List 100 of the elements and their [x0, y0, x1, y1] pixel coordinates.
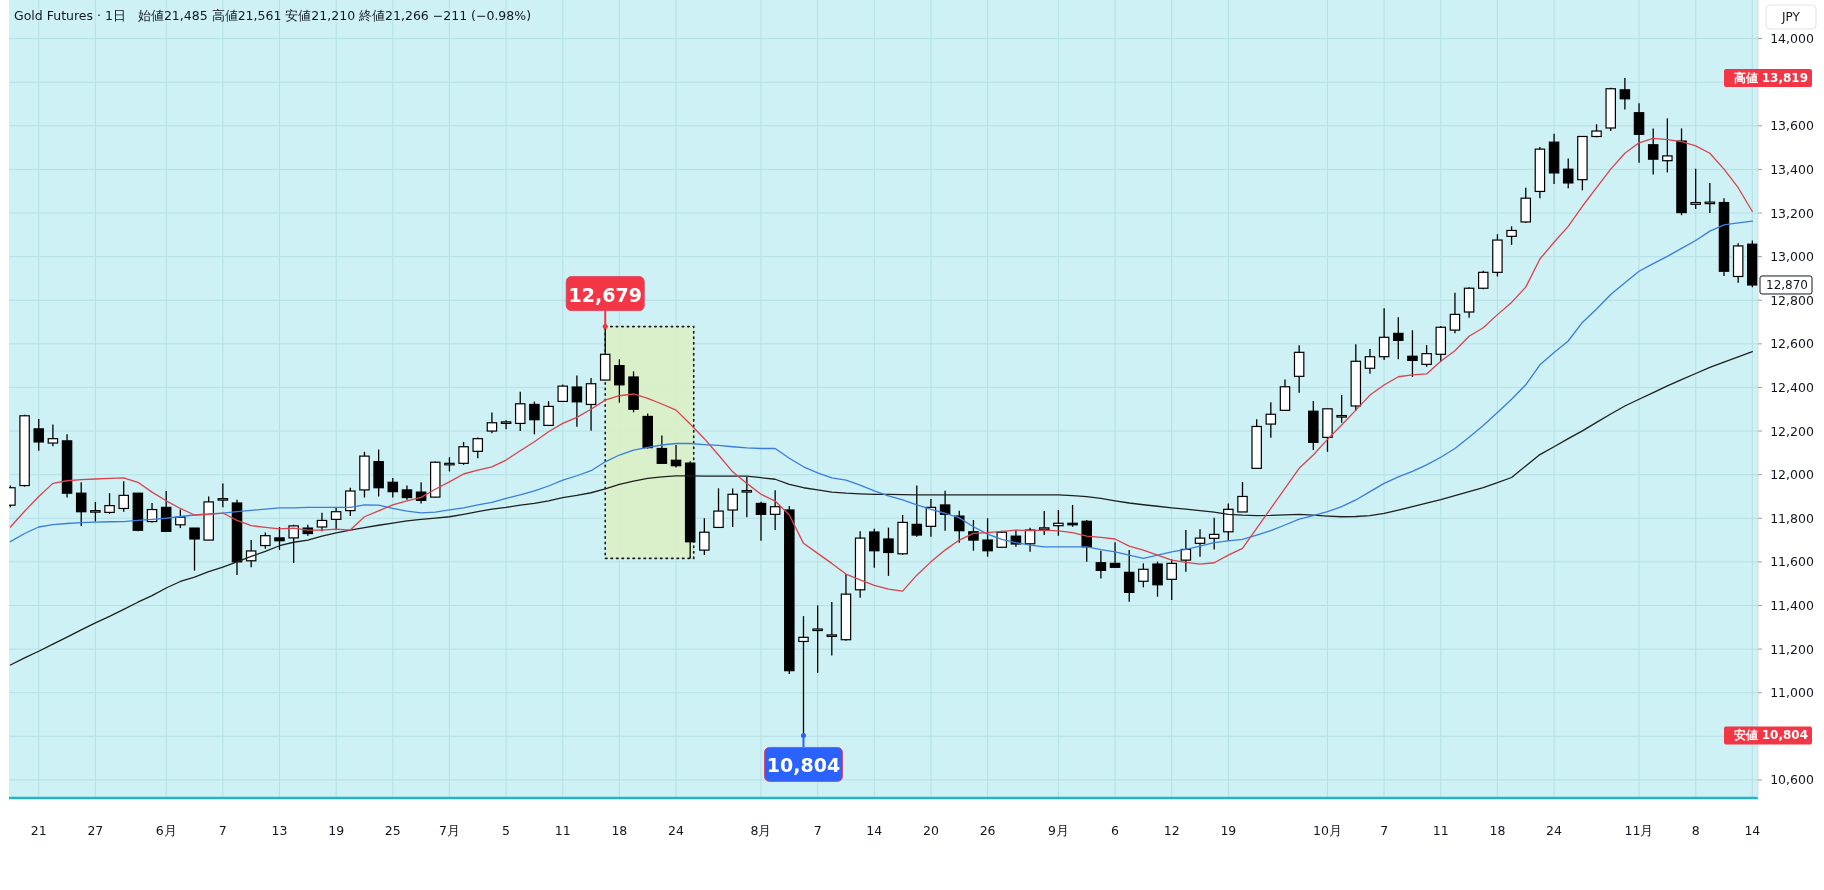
candlestick	[1293, 344, 1305, 394]
text: Gold Futures · 1日	[14, 7, 126, 23]
x-tick-label: 13	[271, 822, 288, 838]
x-tick-label: 5	[502, 822, 511, 838]
annotation: 安値 10,804	[1733, 728, 1808, 743]
candlestick	[1506, 225, 1517, 246]
candlestick	[812, 604, 823, 674]
candlestick	[33, 418, 45, 452]
candlestick	[118, 480, 129, 513]
x-tick-label: 25	[384, 822, 401, 838]
annotation: 高値 13,819	[1733, 71, 1808, 86]
candlestick	[1690, 168, 1701, 210]
x-tick-label: 19	[1220, 822, 1237, 838]
candlestick	[1024, 526, 1036, 553]
candlestick	[1265, 401, 1277, 439]
text: 始値21,485 高値21,561 安値21,210 終値21,266 −211 (−0.98%)	[137, 7, 532, 23]
candlestick	[47, 423, 59, 447]
x-tick-label: 20	[922, 822, 939, 838]
candlestick	[1109, 541, 1121, 569]
y-tick-label: 11,400	[1770, 597, 1814, 613]
x-tick-label: 9月	[1047, 822, 1069, 838]
candlestick	[727, 487, 738, 528]
candlestick	[458, 441, 469, 466]
y-tick-label: 14,000	[1770, 31, 1814, 47]
candlestick	[614, 358, 625, 404]
y-axis-title: JPY	[1781, 10, 1801, 24]
x-tick-label: 24	[668, 822, 685, 838]
candlestick	[1463, 286, 1475, 319]
y-tick-label: 11,600	[1770, 554, 1814, 570]
candlestick	[514, 391, 526, 432]
y-tick-label: 12,800	[1770, 292, 1814, 308]
candlestick	[104, 492, 115, 515]
candlestick	[1123, 549, 1135, 603]
candlestick	[1520, 187, 1532, 224]
candlestick	[1138, 562, 1149, 589]
candlestick	[1237, 481, 1248, 513]
candlestick	[1336, 394, 1347, 424]
x-tick-label: 6月	[155, 822, 177, 838]
line-series	[9, 220, 1753, 560]
candlestick	[486, 411, 498, 434]
candlestick	[1095, 550, 1107, 580]
candlestick	[387, 477, 399, 499]
y-tick-label: 11,000	[1770, 685, 1814, 701]
candlestick	[1619, 77, 1631, 111]
x-tick-label: 8	[1691, 822, 1700, 838]
candlestick	[741, 476, 753, 518]
candlestick	[330, 506, 342, 531]
x-tick-label: 11	[554, 822, 571, 838]
candlestick	[1393, 316, 1404, 360]
x-tick-label: 24	[1546, 822, 1563, 838]
candlestick	[1421, 344, 1432, 368]
y-tick-label: 13,600	[1770, 118, 1814, 134]
candlestick	[571, 374, 583, 428]
x-tick-label: 7月	[438, 822, 460, 838]
candlestick	[869, 528, 880, 569]
line-series	[9, 351, 1753, 666]
annotation: 10,804	[766, 754, 841, 777]
candlestick	[543, 400, 554, 427]
candlestick	[217, 482, 229, 509]
candlestick	[699, 517, 710, 556]
x-tick-label: 11月	[1624, 822, 1654, 838]
candlestick	[883, 526, 894, 577]
y-tick-label: 13,000	[1770, 249, 1814, 265]
annotation: 12,679	[568, 283, 642, 306]
x-tick-label: 26	[979, 822, 996, 838]
x-tick-label: 19	[328, 822, 345, 838]
x-tick-label: 6	[1111, 822, 1120, 838]
candlestick	[713, 487, 724, 529]
candlestick	[585, 377, 597, 432]
candlestick	[982, 517, 993, 558]
candlestick	[160, 490, 172, 533]
x-tick-label: 27	[87, 822, 104, 838]
candlestick	[911, 484, 923, 538]
candlestick	[274, 526, 285, 551]
candlestick	[1364, 348, 1376, 375]
candlestick	[1038, 510, 1050, 536]
y-tick-label: 10,600	[1770, 772, 1814, 788]
candlestick	[529, 400, 540, 435]
x-tick-label: 18	[1489, 822, 1506, 838]
candlestick	[1180, 529, 1192, 573]
candlestick	[500, 419, 512, 430]
candlestick	[345, 487, 356, 517]
candlestick	[189, 527, 200, 572]
x-tick-label: 14	[1744, 822, 1761, 838]
x-tick-label: 7	[218, 822, 227, 838]
candlestick	[90, 501, 101, 523]
candlestick	[1152, 561, 1163, 598]
candlestick	[968, 519, 979, 552]
candlestick	[769, 489, 781, 531]
candlestick	[953, 510, 965, 544]
x-tick-label: 21	[30, 822, 47, 838]
x-tick-label: 14	[866, 822, 883, 838]
x-tick-label: 7	[1380, 822, 1389, 838]
x-tick-label: 8月	[750, 822, 772, 838]
candlestick	[1662, 117, 1673, 174]
candlestick	[826, 601, 838, 657]
candlestick	[1194, 528, 1206, 558]
x-tick-label: 18	[611, 822, 628, 838]
candlestick	[755, 501, 767, 542]
text: 12,870	[1766, 277, 1808, 292]
